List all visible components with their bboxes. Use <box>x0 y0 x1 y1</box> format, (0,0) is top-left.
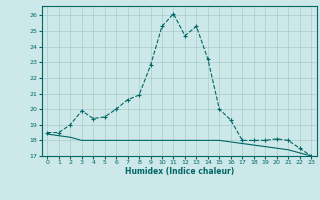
X-axis label: Humidex (Indice chaleur): Humidex (Indice chaleur) <box>124 167 234 176</box>
